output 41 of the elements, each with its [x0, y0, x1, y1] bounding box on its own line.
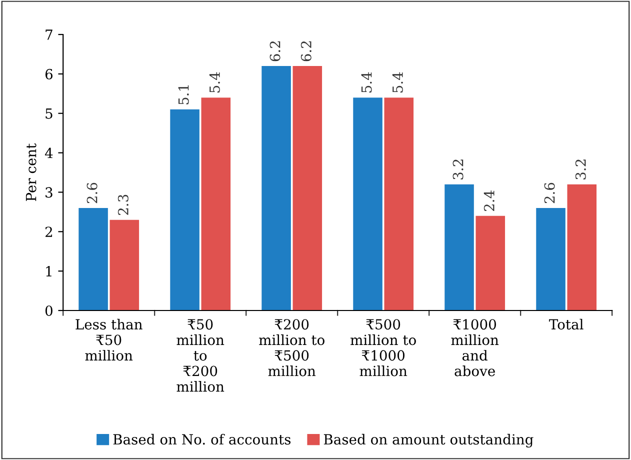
data-label: 3.2 — [452, 160, 464, 180]
legend-label: Based on No. of accounts — [113, 434, 291, 445]
data-label: 6.2 — [300, 41, 312, 62]
data-label: 5.4 — [392, 72, 403, 92]
x-tick-label: ₹50 million to ₹200 million — [176, 319, 224, 392]
y-tick-label: 2 — [45, 226, 52, 237]
x-tick-label: Total — [549, 318, 584, 330]
y-tick-label: 1 — [46, 266, 52, 276]
x-tick-label: Less than ₹50 million — [76, 318, 142, 361]
x-tick-label: ₹1000 million and above — [451, 319, 499, 376]
bar — [353, 98, 382, 310]
data-label: 5.4 — [361, 72, 372, 92]
data-label: 5.1 — [178, 85, 189, 104]
bar — [170, 109, 200, 310]
y-tick-label: 3 — [46, 187, 52, 198]
data-label: 2.4 — [484, 190, 494, 211]
bar — [384, 98, 414, 310]
bar — [476, 216, 506, 310]
x-tick-label: ₹500 million to ₹1000 million — [350, 319, 416, 376]
bar — [567, 184, 597, 310]
data-label: 6.2 — [270, 41, 280, 62]
data-label: 5.4 — [209, 72, 220, 92]
y-tick-label: 4 — [44, 148, 53, 158]
bar — [444, 184, 474, 310]
bar — [262, 66, 291, 310]
y-axis-title: Per cent — [26, 143, 36, 201]
y-tick-label: 6 — [45, 68, 53, 80]
data-label: 3.2 — [575, 160, 586, 180]
bar — [78, 208, 108, 310]
data-label: 2.6 — [544, 182, 555, 204]
legend-label: Based on amount outstanding — [324, 434, 534, 448]
bar — [201, 98, 231, 310]
data-label: 2.6 — [86, 182, 98, 204]
y-tick-label: 0 — [45, 305, 52, 316]
bar — [110, 220, 140, 310]
y-tick-label: 5 — [46, 108, 52, 119]
bar — [536, 208, 566, 310]
data-label: 2.3 — [118, 194, 128, 215]
bar — [292, 66, 322, 310]
y-tick-label: 7 — [46, 30, 52, 40]
x-tick-label: ₹200 million to ₹500 million — [259, 319, 324, 376]
